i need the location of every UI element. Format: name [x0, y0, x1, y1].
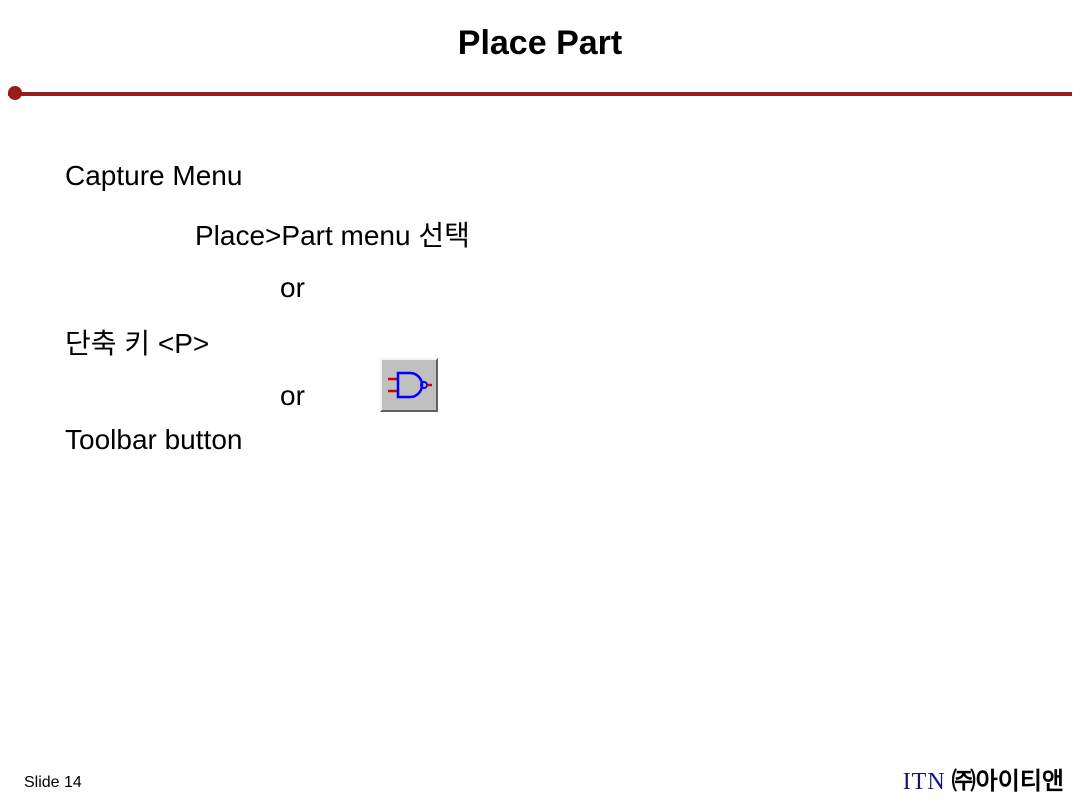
text-toolbar-button: Toolbar button	[65, 424, 1020, 456]
brand-company: ㈜아이티앤	[952, 761, 1064, 796]
horizontal-rule	[8, 92, 1072, 96]
text-place-part-menu: Place>Part menu 선택	[195, 214, 1020, 254]
slide-number: Slide 14	[24, 774, 82, 792]
divider-wrap	[8, 92, 1072, 96]
text-capture-menu: Capture Menu	[65, 160, 1020, 192]
text-or-2: or	[280, 380, 305, 412]
place-part-toolbar-button[interactable]	[380, 358, 438, 412]
page-title: Place Part	[0, 24, 1080, 63]
content-body: Capture Menu Place>Part menu 선택 or 단축 키 …	[65, 160, 1020, 456]
brand-itn: ITN	[903, 769, 946, 796]
footer-brand: ITN ㈜아이티앤	[903, 761, 1064, 796]
slide: Place Part Capture Menu Place>Part menu …	[0, 0, 1080, 810]
text-shortcut: 단축 키 <P>	[65, 322, 1020, 362]
row-or-toolbar: or	[65, 380, 1020, 412]
logic-gate-icon	[386, 367, 432, 403]
text-or-1: or	[280, 272, 1020, 304]
